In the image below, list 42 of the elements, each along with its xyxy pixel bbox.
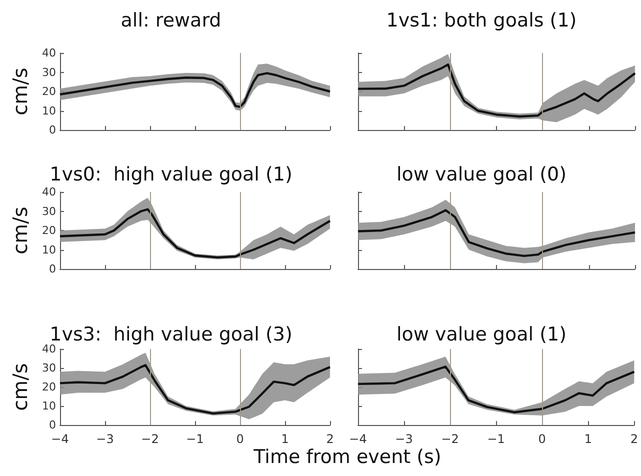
x-tick-label: 1	[584, 432, 592, 446]
chart-title: all: reward	[120, 10, 222, 32]
y-tick-label: 0	[49, 124, 56, 136]
x-tick-label: −1	[186, 432, 204, 446]
chart-title: 1vs1: both goals (1)	[386, 10, 577, 32]
y-tick-label: 20	[42, 85, 56, 98]
y-tick-label: 10	[42, 104, 56, 118]
line-series	[58, 364, 332, 415]
y-tick-label: 40	[42, 46, 56, 60]
x-tick-label: 2	[630, 432, 638, 446]
y-tick-label: 30	[42, 204, 56, 218]
chart-title: 1vs3: high value goal (3)	[50, 324, 292, 346]
y-tick-label: 20	[42, 380, 56, 394]
y-axis-title: cm/s	[8, 68, 32, 116]
line-series	[58, 208, 332, 259]
x-tick-label: −4	[51, 432, 69, 446]
y-axis-title: cm/s	[8, 206, 32, 254]
y-tick-label: 10	[42, 243, 56, 256]
x-axis-title: Time from event (s)	[252, 446, 442, 468]
x-tick-label: 0	[236, 432, 244, 446]
line-series	[58, 72, 332, 108]
y-tick-label: 0	[49, 262, 56, 276]
chart-title: low value goal (0)	[396, 164, 566, 186]
y-tick-label: 10	[42, 400, 56, 412]
chart-title: 1vs0: high value goal (1)	[50, 164, 292, 186]
y-tick-label: 30	[42, 362, 56, 374]
chart-title: low value goal (1)	[396, 324, 566, 346]
y-axis-title: cm/s	[8, 363, 32, 411]
y-tick-label: 40	[42, 342, 56, 356]
x-tick-label: −3	[395, 432, 413, 446]
y-tick-label: 40	[42, 186, 56, 198]
x-tick-label: 2	[326, 432, 334, 446]
x-tick-label: −3	[96, 432, 114, 446]
y-tick-label: 30	[42, 66, 56, 79]
y-tick-label: 0	[49, 418, 56, 432]
x-tick-label: −2	[141, 432, 159, 446]
x-tick-label: −2	[441, 432, 459, 446]
x-tick-label: −1	[487, 432, 505, 446]
x-tick-label: 1	[281, 432, 289, 446]
y-tick-label: 20	[42, 224, 56, 237]
x-tick-label: −4	[349, 432, 367, 446]
x-tick-label: 0	[538, 432, 546, 446]
